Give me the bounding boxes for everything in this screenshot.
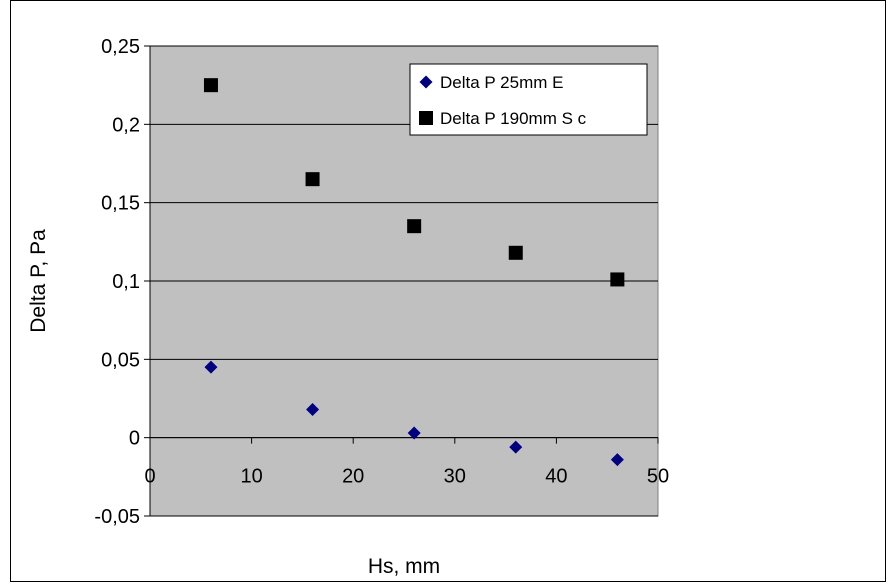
x-tick-label: 40 (545, 466, 567, 488)
data-markers (203, 78, 625, 467)
x-tick-label: 10 (240, 466, 262, 488)
x-tick-label: 0 (144, 466, 155, 488)
data-point-series-1 (407, 426, 421, 440)
data-point-series-1 (306, 402, 320, 416)
data-point-series-2 (508, 245, 523, 260)
axes (144, 45, 659, 517)
y-axis-label: Delta P, Pa (27, 229, 50, 333)
y-tick-label: 0,15 (101, 193, 140, 215)
data-point-series-2 (305, 172, 320, 187)
legend-items: Delta P 25mm E Delta P 190mm S c (419, 73, 587, 128)
data-point-series-1 (610, 453, 624, 467)
legend-label-2: Delta P 190mm S c (440, 109, 587, 128)
x-tick-label: 50 (647, 466, 669, 488)
x-tick-label: 20 (342, 466, 364, 488)
legend-marker-2 (419, 111, 433, 125)
y-tick-label: 0,1 (112, 271, 140, 293)
y-tick-label: 0 (129, 428, 140, 450)
y-tick-label: 0,2 (112, 114, 140, 136)
legend-label-1: Delta P 25mm E (440, 73, 563, 92)
x-axis-label: Hs, mm (368, 555, 440, 578)
legend-box (409, 63, 648, 136)
data-point-series-1 (204, 360, 218, 374)
x-tick-label: 30 (444, 466, 466, 488)
data-point-series-1 (509, 440, 523, 454)
data-point-series-2 (407, 219, 422, 234)
legend: Delta P 25mm E Delta P 190mm S c (409, 63, 648, 136)
data-point-series-2 (203, 78, 218, 93)
data-point-series-2 (610, 272, 625, 287)
y-tick-label: -0,05 (94, 506, 140, 528)
legend-marker-1 (419, 75, 433, 89)
y-tick-label: 0,05 (101, 349, 140, 371)
y-tick-label: 0,25 (101, 36, 140, 58)
